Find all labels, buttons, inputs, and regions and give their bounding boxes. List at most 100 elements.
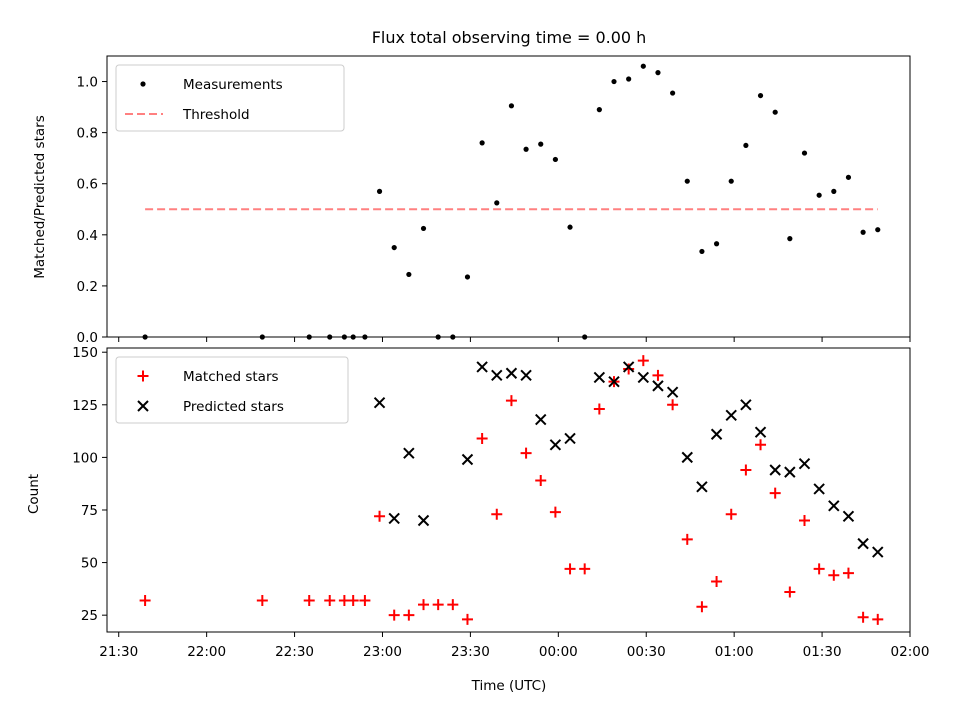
measurement-point [772,109,778,115]
top-series-measurements [142,63,881,340]
x-tick-label: 21:30 [99,644,138,660]
bottom-y-axis-label: Count [26,474,42,514]
predicted-stars-point [373,396,386,409]
measurement-point [464,274,471,280]
predicted-stars-point [828,500,840,512]
matched-stars-point [139,594,151,606]
measurement-point [508,103,515,109]
matched-stars-point [359,594,371,606]
top-legend: Measurements Threshold [115,64,345,132]
matched-stars-point [347,594,359,606]
measurement-point [552,156,558,163]
predicted-stars-point [622,361,635,373]
matched-stars-point [696,601,708,613]
x-tick-label: 01:00 [715,644,754,660]
matched-stars-point [740,464,752,476]
matched-stars-point [667,399,679,411]
measurement-point [362,334,368,340]
matched-stars-point [491,508,503,520]
predicted-stars-point [403,447,415,459]
measurement-point [494,200,500,206]
predicted-stars-point [740,399,752,411]
matched-stars-point [303,594,315,606]
measurement-point [860,229,866,235]
matched-stars-point [872,613,884,625]
measurement-point [845,174,852,180]
predicted-stars-point [491,369,503,382]
predicted-stars-point [417,514,430,527]
measurement-point [327,334,333,340]
top-y-tick-label: 0.8 [77,126,98,142]
x-tick-label: 22:30 [275,644,314,660]
measurement-point [306,334,312,340]
matched-stars-point [403,609,415,621]
matched-stars-point [813,563,825,575]
legend-matched-swatch [137,370,149,382]
predicted-stars-point [769,464,781,476]
matched-stars-point [593,403,605,415]
legend-measurements-swatch [140,81,146,87]
measurement-point [582,334,588,340]
measurement-point [655,70,661,76]
matched-stars-point [388,609,400,621]
measurement-point [596,107,602,113]
predicted-stars-point [608,375,620,388]
top-y-tick-label: 0.2 [77,279,98,295]
predicted-stars-point [461,453,474,466]
x-tick-label: 02:00 [891,644,930,660]
bottom-legend: Matched stars Predicted stars [115,356,349,424]
x-axis-label: Time (UTC) [471,678,547,694]
measurement-point [538,141,544,147]
bottom-y-tick-label: 100 [72,450,98,466]
measurement-point [831,188,837,194]
predicted-stars-point [637,371,650,384]
legend-label: Threshold [182,107,250,123]
predicted-stars-point [593,371,606,384]
measurement-point [142,334,148,340]
bottom-y-tick-label: 75 [81,503,98,519]
bottom-y-tick-label: 25 [81,608,98,624]
predicted-stars-point [564,432,576,445]
matched-stars-point [549,506,561,518]
matched-stars-point [637,355,649,367]
matched-stars-point [623,363,635,375]
predicted-stars-point [798,457,811,470]
measurement-point [757,92,764,99]
legend-predicted-swatch [137,400,149,412]
x-tick-label: 00:00 [539,644,578,660]
matched-stars-point [520,447,532,459]
top-chart-title: Flux total observing time = 0.00 h [372,28,647,47]
top-y-tick-label: 0.0 [77,330,98,346]
predicted-stars-point [520,369,532,382]
matched-stars-point [418,599,430,611]
predicted-stars-point [872,546,884,558]
predicted-stars-point [842,510,855,523]
measurement-point [728,178,734,184]
measurement-point [450,334,456,340]
measurement-point [406,271,412,278]
predicted-stars-point [813,483,825,495]
bottom-y-tick-label: 125 [72,398,98,414]
matched-stars-point [564,563,576,575]
legend-label: Measurements [183,77,283,93]
matched-stars-point [725,508,737,520]
measurement-point [350,334,356,340]
x-tick-label: 23:00 [363,644,402,660]
predicted-stars-point [505,367,518,379]
measurement-point [611,78,617,85]
matched-stars-point [476,432,488,444]
measurement-point [523,146,529,152]
legend-label: Matched stars [183,369,279,385]
matched-stars-point [652,369,664,381]
measurement-point [435,334,441,340]
measurement-point [743,142,749,149]
x-tick-label: 00:30 [627,644,666,660]
measurement-point [713,241,720,247]
top-y-tick-label: 0.4 [77,228,98,244]
x-tick-label: 23:30 [451,644,490,660]
predicted-stars-point [696,481,708,493]
bottom-series-matched-stars [139,355,884,625]
top-y-tick-label: 0.6 [77,177,98,193]
bottom-plot-frame [106,347,911,633]
